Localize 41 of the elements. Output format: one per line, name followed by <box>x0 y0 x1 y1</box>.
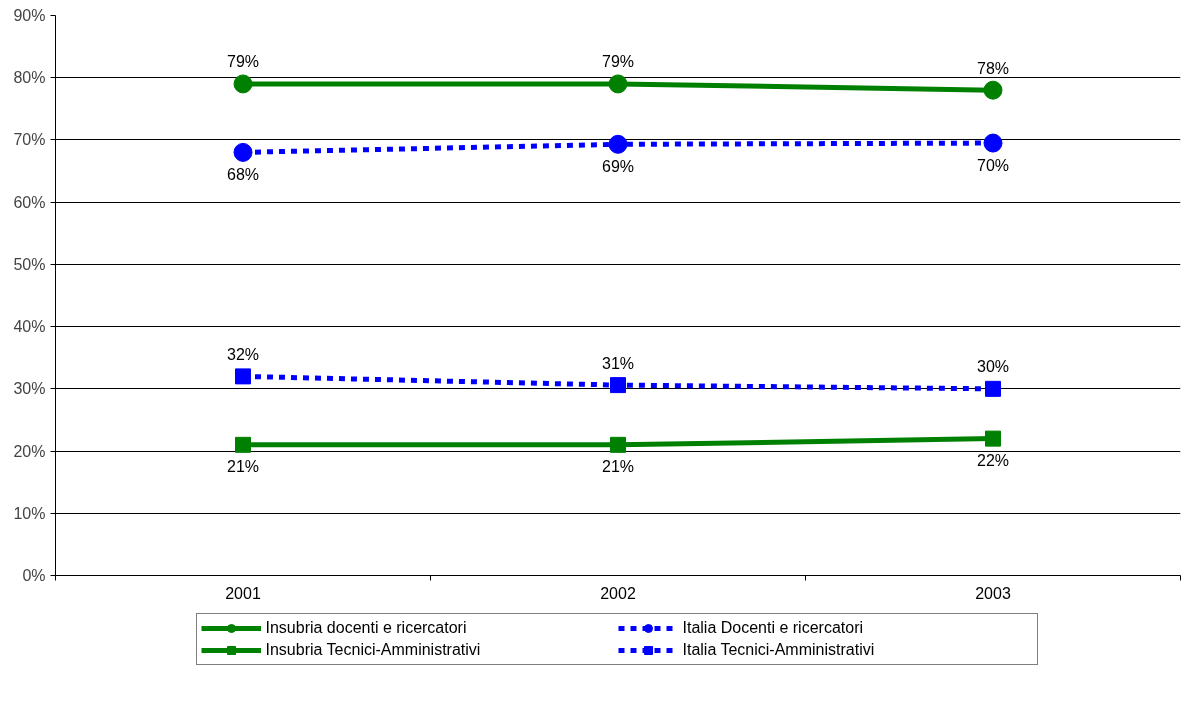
data-label: 21% <box>226 458 260 476</box>
point <box>610 436 626 453</box>
y-tick-label: 80% <box>13 69 46 87</box>
y-tick-label: 0% <box>22 567 46 584</box>
data-label: 79% <box>226 53 260 71</box>
x-tick-label: 2002 <box>600 584 636 602</box>
y-tick-label: 50% <box>13 255 46 273</box>
point <box>985 380 1001 397</box>
legend-label: Insubria docenti e ricercatori <box>265 618 468 637</box>
y-tick-label: 40% <box>13 318 46 336</box>
data-label: 68% <box>226 165 260 183</box>
point <box>983 133 1003 153</box>
y-tick-label: 70% <box>13 131 46 149</box>
legend-label: Italia Docenti e ricercatori <box>682 618 864 637</box>
y-tick-label: 60% <box>13 193 46 211</box>
y-tick-label: 20% <box>13 442 46 460</box>
data-label: 79% <box>601 53 635 71</box>
x-tick-label: 2003 <box>975 584 1011 602</box>
point <box>233 142 253 162</box>
data-label: 70% <box>976 156 1010 174</box>
point <box>610 377 626 394</box>
x-tick-label: 2001 <box>225 584 261 602</box>
data-label: 31% <box>601 354 635 372</box>
point <box>985 430 1001 447</box>
data-label: 22% <box>976 452 1010 470</box>
legend-label: Insubria Tecnici-Amministrativi <box>265 640 482 659</box>
point <box>608 74 628 94</box>
point <box>608 134 628 154</box>
data-label: 30% <box>976 358 1010 376</box>
legend-label: Italia Tecnici-Amministrativi <box>682 640 876 659</box>
point <box>235 368 251 385</box>
data-label: 32% <box>226 345 260 363</box>
data-label: 21% <box>601 458 635 476</box>
y-tick-label: 10% <box>13 504 46 522</box>
y-tick-label: 90% <box>13 7 46 24</box>
y-tick-label: 30% <box>13 380 46 398</box>
point <box>233 74 253 94</box>
data-label: 78% <box>976 59 1010 77</box>
point <box>983 80 1003 100</box>
point <box>235 436 251 453</box>
data-label: 69% <box>601 157 635 175</box>
